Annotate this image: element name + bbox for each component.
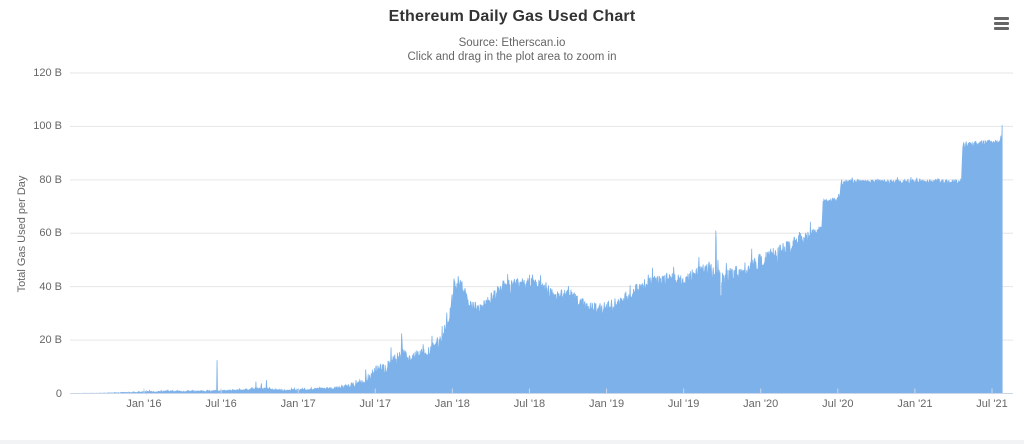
y-axis-label-2: 80 B <box>39 173 62 186</box>
x-axis-label-5: Jul '18 <box>513 398 546 410</box>
gas-used-series-area <box>78 125 1003 395</box>
y-axis-label-1: 100 B <box>33 120 62 133</box>
plot-area[interactable] <box>70 63 1013 394</box>
hamburger-menu-icon <box>994 16 1009 20</box>
y-axis-title: Total Gas Used per Day <box>16 175 28 293</box>
y-axis-label-5: 20 B <box>39 334 62 347</box>
y-axis-label-4: 40 B <box>39 280 62 293</box>
x-axis-label-11: Jul '21 <box>976 398 1008 410</box>
x-axis-label-1: Jul '16 <box>205 398 237 410</box>
x-axis-label-0: Jan '16 <box>126 398 162 410</box>
hamburger-menu-icon <box>994 26 1009 30</box>
y-axis-label-0: 120 B <box>33 67 62 79</box>
hamburger-menu-icon <box>994 21 1009 25</box>
chart-context-menu-button[interactable] <box>993 13 1015 33</box>
chart-title: Ethereum Daily Gas Used Chart <box>388 8 636 25</box>
y-axis-label-3: 60 B <box>39 227 62 240</box>
x-axis-label-4: Jan '18 <box>434 398 470 410</box>
x-axis-label-2: Jan '17 <box>280 398 316 410</box>
x-axis-label-9: Jul '20 <box>822 398 854 410</box>
y-axis-label-6: 0 <box>55 387 62 400</box>
x-axis-label-8: Jan '20 <box>743 398 779 410</box>
chart-subtitle-hint: Click and drag in the plot area to zoom … <box>407 51 617 63</box>
page-bottom-edge <box>0 440 1024 444</box>
chart-subtitle-source: Source: Etherscan.io <box>458 37 566 49</box>
x-axis-label-6: Jan '19 <box>588 398 625 410</box>
x-axis-label-7: Jul '19 <box>667 398 700 410</box>
x-axis-label-3: Jul '17 <box>359 398 391 410</box>
x-axis-label-10: Jan '21 <box>897 398 933 410</box>
